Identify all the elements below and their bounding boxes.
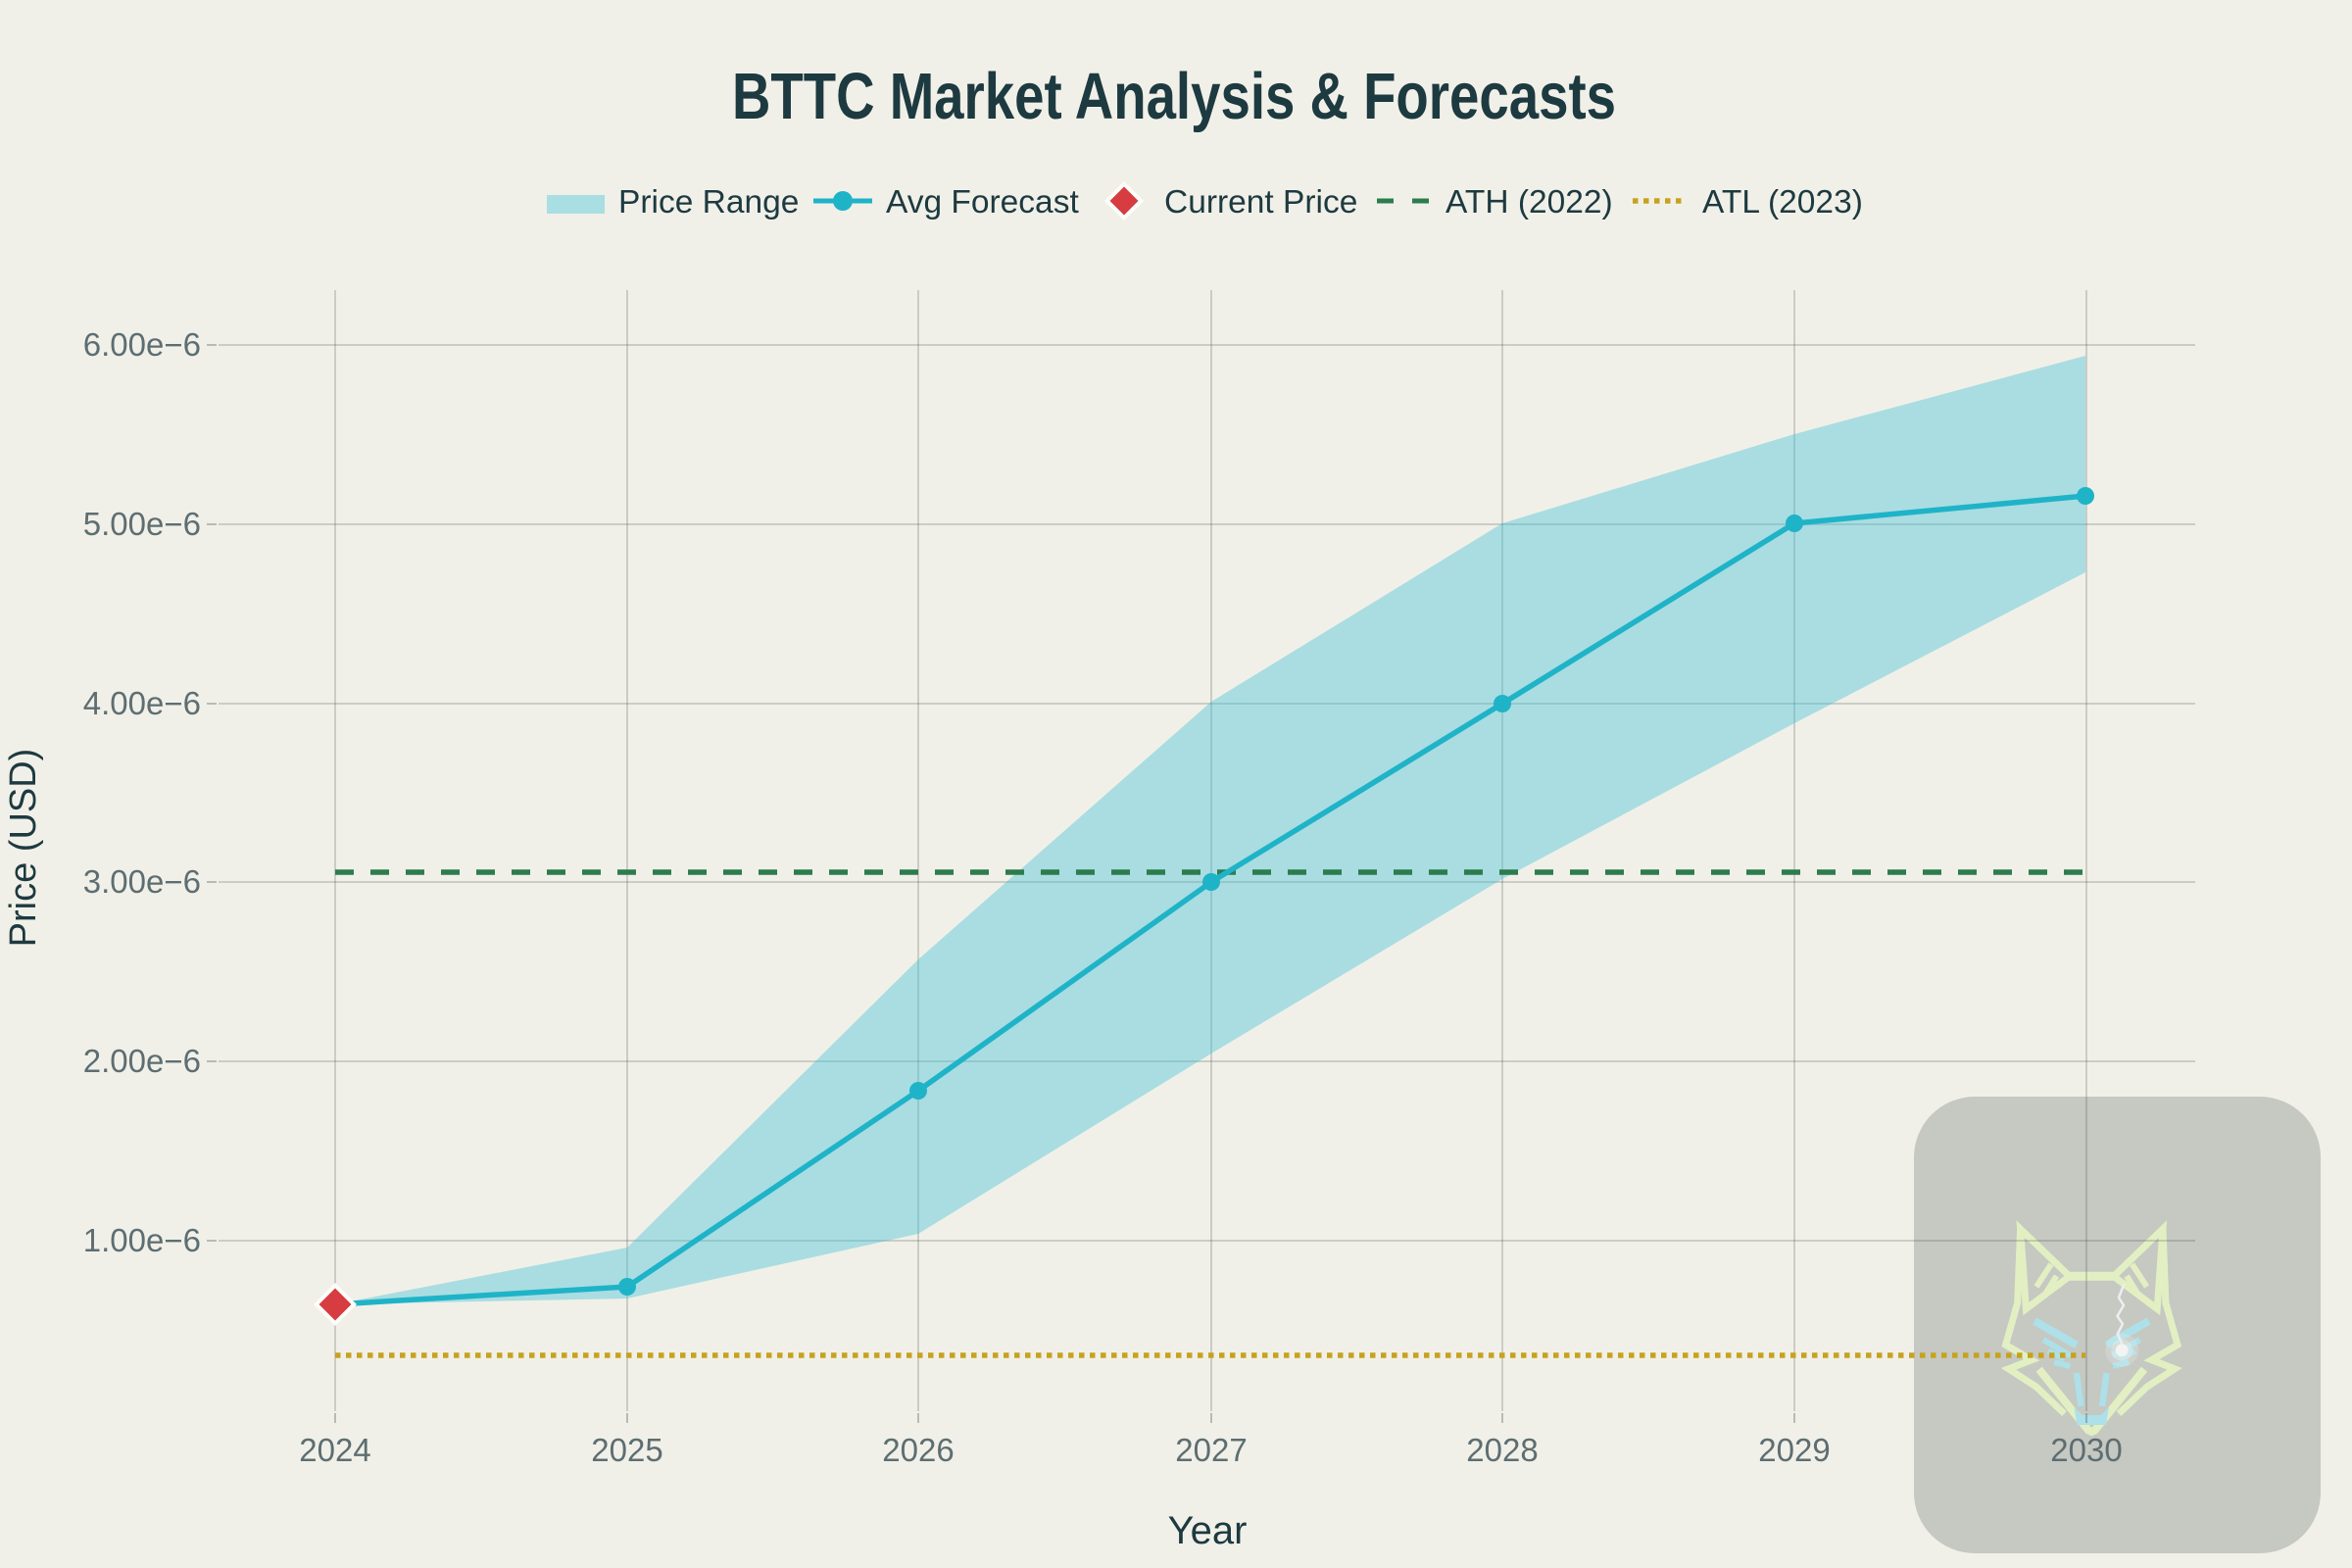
svg-text:6.00e−6: 6.00e−6 [83,326,201,363]
svg-text:2027: 2027 [1175,1432,1247,1468]
svg-text:Current Price: Current Price [1164,184,1357,220]
svg-text:1.00e−6: 1.00e−6 [83,1222,201,1258]
svg-text:2028: 2028 [1466,1432,1538,1468]
svg-text:ATL (2023): ATL (2023) [1702,184,1863,220]
svg-text:2024: 2024 [299,1432,370,1468]
svg-text:4.00e−6: 4.00e−6 [83,685,201,721]
svg-text:2025: 2025 [591,1432,662,1468]
svg-text:2026: 2026 [882,1432,954,1468]
svg-text:2030: 2030 [2050,1432,2122,1468]
svg-text:Avg Forecast: Avg Forecast [886,184,1079,220]
svg-text:BTTC Market Analysis & Forecas: BTTC Market Analysis & Forecasts [732,60,1616,133]
svg-text:2029: 2029 [1758,1432,1830,1468]
svg-text:3.00e−6: 3.00e−6 [83,863,201,900]
svg-text:Price Range: Price Range [618,184,799,220]
svg-text:Year: Year [1168,1509,1248,1552]
svg-text:5.00e−6: 5.00e−6 [83,506,201,542]
svg-text:2.00e−6: 2.00e−6 [83,1043,201,1079]
svg-text:ATH (2022): ATH (2022) [1446,184,1613,220]
svg-text:Price (USD): Price (USD) [3,749,44,948]
